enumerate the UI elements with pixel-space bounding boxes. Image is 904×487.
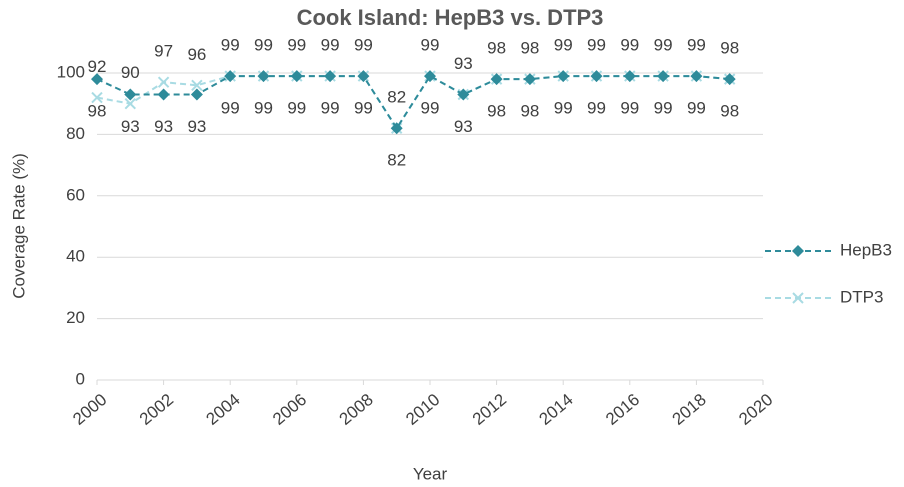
marker (91, 73, 103, 86)
data-label: 99 (321, 36, 340, 55)
data-label: 99 (221, 99, 240, 118)
marker (590, 70, 603, 83)
marker (91, 91, 103, 104)
data-label: 90 (121, 63, 140, 82)
data-label: 99 (654, 36, 673, 55)
data-label: 98 (487, 39, 506, 58)
data-label: 98 (720, 39, 739, 58)
data-label: 93 (187, 117, 206, 136)
y-tick-label: 100 (57, 62, 85, 81)
marker (557, 70, 570, 83)
data-label: 99 (254, 36, 273, 55)
y-axis-label: Coverage Rate (%) (9, 153, 28, 299)
y-tick-label: 60 (66, 185, 85, 204)
marker (224, 70, 237, 83)
data-label: 99 (221, 36, 240, 55)
marker (290, 70, 303, 83)
data-label: 99 (687, 36, 706, 55)
data-label: 99 (421, 36, 440, 55)
marker (124, 97, 137, 110)
data-label: 99 (321, 99, 340, 118)
marker (257, 70, 270, 83)
marker (723, 73, 736, 86)
data-label: 99 (554, 99, 573, 118)
legend-marker (792, 245, 804, 257)
data-label: 93 (454, 54, 473, 73)
data-label: 99 (587, 36, 606, 55)
y-tick-label: 80 (66, 124, 85, 143)
data-label: 97 (154, 42, 173, 61)
data-label: 99 (354, 36, 373, 55)
x-tick-label: 2006 (269, 390, 310, 429)
x-tick-label: 2020 (735, 390, 776, 429)
data-label: 92 (88, 57, 107, 76)
data-label: 99 (587, 99, 606, 118)
data-label: 99 (554, 36, 573, 55)
data-label: 98 (720, 102, 739, 121)
legend-label: DTP3 (840, 287, 883, 306)
marker (324, 70, 337, 83)
x-tick-label: 2008 (336, 390, 377, 429)
marker (424, 70, 436, 83)
data-label: 98 (520, 102, 539, 121)
marker (191, 79, 203, 91)
x-tick-label: 2016 (602, 390, 643, 429)
x-axis-label: Year (413, 464, 448, 483)
data-label: 99 (654, 99, 673, 118)
data-label: 93 (154, 117, 173, 136)
data-label: 98 (487, 102, 506, 121)
y-tick-label: 0 (76, 369, 85, 388)
marker (124, 88, 137, 101)
x-tick-label: 2002 (136, 390, 177, 429)
marker (657, 70, 670, 83)
marker (190, 88, 203, 101)
data-label: 98 (520, 39, 539, 58)
data-label: 99 (620, 36, 639, 55)
data-label: 99 (254, 99, 273, 118)
x-tick-label: 2004 (202, 390, 243, 429)
data-label: 82 (387, 88, 406, 107)
data-label: 99 (287, 99, 306, 118)
x-tick-label: 2012 (469, 390, 510, 429)
marker (490, 73, 503, 86)
data-label: 99 (421, 99, 440, 118)
marker (523, 73, 536, 86)
data-label: 96 (187, 45, 206, 64)
data-label: 93 (121, 117, 140, 136)
legend-marker (792, 292, 804, 304)
data-label: 98 (88, 102, 107, 121)
chart-title: Cook Island: HepB3 vs. DTP3 (297, 5, 604, 30)
data-label: 82 (387, 151, 406, 170)
marker (390, 122, 403, 135)
y-tick-label: 20 (66, 308, 85, 327)
x-tick-label: 2018 (669, 390, 710, 429)
y-tick-label: 40 (66, 247, 85, 266)
x-tick-label: 2014 (535, 390, 576, 429)
data-label: 99 (620, 99, 639, 118)
legend-label: HepB3 (840, 240, 892, 259)
marker (623, 70, 636, 83)
marker (157, 88, 170, 101)
x-tick-label: 2010 (402, 390, 443, 429)
data-label: 93 (454, 117, 473, 136)
marker (690, 70, 703, 83)
data-label: 99 (687, 99, 706, 118)
marker (357, 70, 370, 83)
x-tick-label: 2000 (69, 390, 110, 429)
marker (157, 76, 170, 88)
data-label: 99 (354, 99, 373, 118)
marker (457, 88, 470, 101)
data-label: 99 (287, 36, 306, 55)
